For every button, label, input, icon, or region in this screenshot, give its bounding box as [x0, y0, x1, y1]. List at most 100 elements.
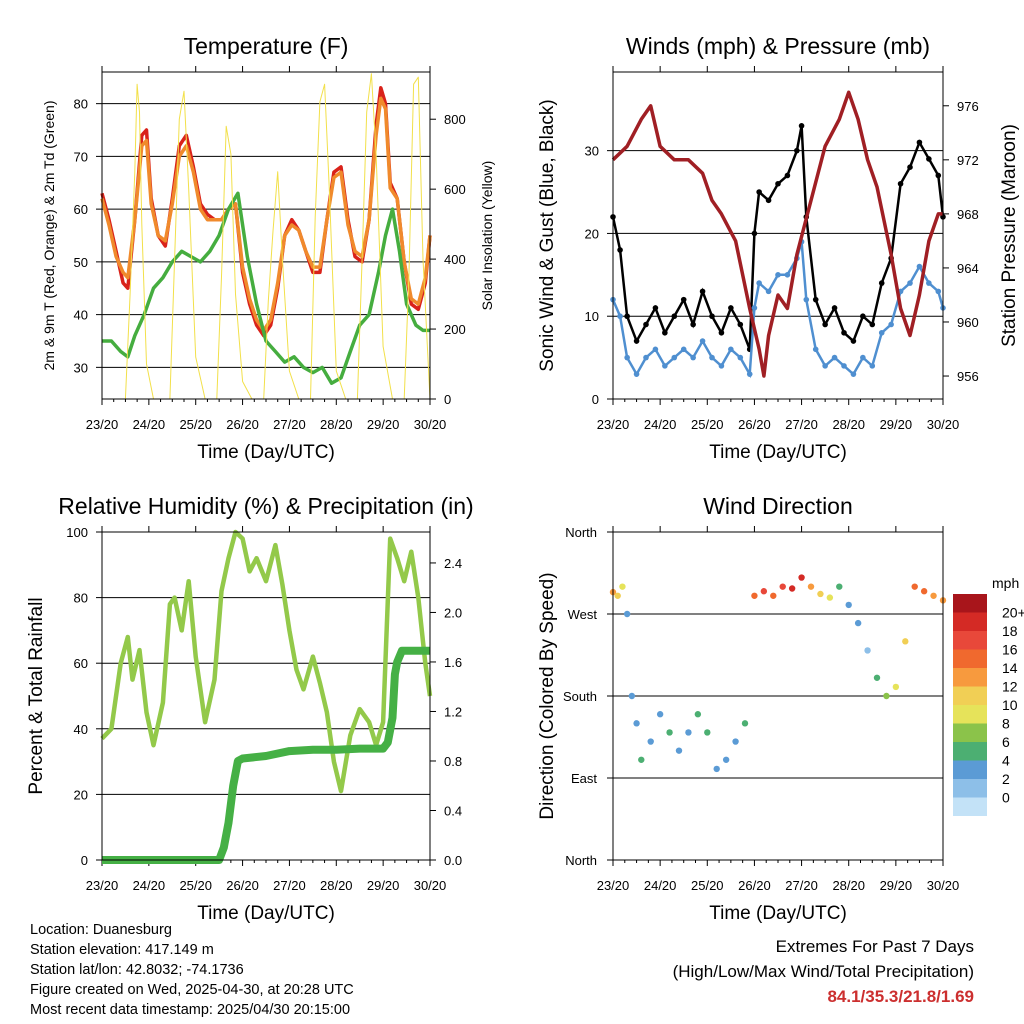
legend-title: mph — [992, 575, 1019, 591]
y-tick-label: 10 — [585, 309, 599, 324]
legend-swatch — [953, 649, 987, 668]
y-axis-label: Sonic Wind & Gust (Blue, Black) — [537, 99, 558, 371]
y2-tick-label: 2.0 — [444, 605, 462, 620]
legend-swatch — [953, 797, 987, 816]
station-elevation: Station elevation: 417.149 m — [30, 942, 214, 958]
legend-swatch — [953, 612, 987, 631]
legend-swatch — [953, 594, 987, 613]
direction-point — [614, 592, 621, 599]
x-tick-label: 25/20 — [179, 417, 212, 432]
direction-point — [647, 738, 654, 745]
y-tick-label: West — [568, 607, 598, 622]
speed-legend: mph 20+ 18 16 14 12 10 8 6 4 2 0 — [953, 575, 1024, 816]
y-tick-label: South — [563, 689, 597, 704]
y-axis-label: Percent & Total Rainfall — [26, 597, 47, 794]
x-axis-label: Time (Day/UTC) — [197, 903, 335, 924]
legend-label: 8 — [1002, 716, 1010, 732]
x-axis-label: Time (Day/UTC) — [197, 442, 335, 463]
wind-series-line — [611, 241, 945, 379]
y-tick-label: 80 — [74, 97, 88, 112]
y-tick-label: 50 — [74, 255, 88, 270]
x-axis-label: Time (Day/UTC) — [709, 442, 847, 463]
chart-title: Wind Direction — [703, 493, 853, 519]
y-tick-label: 40 — [74, 308, 88, 323]
x-tick-label: 29/20 — [880, 878, 913, 893]
legend-swatch — [953, 686, 987, 705]
plot-frame — [101, 531, 431, 861]
legend-swatch — [953, 705, 987, 724]
direction-point — [694, 711, 702, 718]
y2-tick-label: 400 — [444, 252, 466, 267]
y2-axis-label: Station Pressure (Maroon) — [999, 124, 1020, 347]
legend-label: 18 — [1002, 623, 1018, 639]
extremes-values: 84.1/35.3/21.8/1.69 — [827, 987, 974, 1006]
x-tick-label: 27/20 — [785, 417, 818, 432]
y-tick-label: North — [565, 853, 597, 868]
y2-tick-label: 964 — [957, 261, 979, 276]
direction-point — [741, 720, 749, 727]
x-tick-label: 23/20 — [597, 417, 630, 432]
direction-point — [817, 590, 824, 598]
direction-point — [845, 601, 852, 609]
direction-point — [666, 729, 673, 736]
direction-point — [638, 756, 645, 763]
chart-panel-1: Temperature (F)3040506070800200400600800… — [41, 33, 495, 463]
direction-point — [883, 692, 890, 700]
y2-tick-label: 0 — [444, 392, 451, 407]
y2-tick-label: 2.4 — [444, 556, 462, 571]
station-location: Location: Duanesburg — [30, 922, 172, 938]
direction-point — [628, 692, 636, 700]
x-tick-label: 23/20 — [597, 878, 630, 893]
y2-tick-label: 200 — [444, 322, 466, 337]
extremes-title: Extremes For Past 7 Days — [775, 937, 974, 956]
y-tick-label: 30 — [585, 144, 599, 159]
x-tick-label: 27/20 — [785, 878, 818, 893]
y-tick-label: 100 — [66, 525, 88, 540]
y-tick-label: 60 — [74, 656, 88, 671]
direction-point — [788, 585, 796, 592]
y2-tick-label: 968 — [957, 207, 979, 222]
x-tick-label: 26/20 — [738, 417, 771, 432]
direction-point — [656, 711, 664, 718]
station-info: Location: Duanesburg Station elevation: … — [30, 920, 354, 1020]
y-axis-label: 2m & 9m T (Red, Orange) & 2m Td (Green) — [41, 101, 57, 371]
legend-label: 12 — [1002, 679, 1018, 695]
x-tick-label: 25/20 — [179, 878, 212, 893]
x-tick-label: 28/20 — [832, 417, 865, 432]
x-tick-label: 30/20 — [414, 417, 447, 432]
y2-tick-label: 960 — [957, 315, 979, 330]
x-tick-label: 24/20 — [644, 878, 677, 893]
direction-point — [704, 729, 711, 736]
direction-point — [722, 756, 730, 763]
direction-point — [760, 588, 768, 595]
series-line — [102, 191, 430, 385]
x-tick-label: 29/20 — [367, 417, 400, 432]
x-tick-label: 26/20 — [738, 878, 771, 893]
x-tick-label: 27/20 — [273, 417, 306, 432]
x-tick-label: 23/20 — [86, 878, 119, 893]
extremes-summary: Extremes For Past 7 Days (High/Low/Max W… — [673, 934, 974, 1009]
legend-label: 2 — [1002, 771, 1010, 787]
direction-point — [854, 619, 862, 627]
legend-label: 16 — [1002, 642, 1018, 658]
x-tick-label: 30/20 — [927, 417, 960, 432]
y-axis-label: Direction (Colored By Speed) — [537, 572, 558, 819]
y-tick-label: 0 — [81, 853, 88, 868]
x-tick-label: 29/20 — [880, 417, 913, 432]
station-latlon: Station lat/lon: 42.8032; -74.1736 — [30, 962, 244, 978]
direction-point — [798, 574, 805, 581]
direction-point — [892, 683, 900, 691]
recent-timestamp: Most recent data timestamp: 2025/04/30 2… — [30, 1002, 351, 1018]
direction-point — [619, 583, 626, 590]
chart-title: Winds (mph) & Pressure (mb) — [626, 33, 930, 59]
x-tick-label: 27/20 — [273, 878, 306, 893]
direction-point — [751, 592, 758, 599]
y-tick-label: 0 — [592, 392, 599, 407]
y-tick-label: 40 — [74, 722, 88, 737]
y-tick-label: 80 — [74, 591, 88, 606]
plot-frame — [612, 531, 944, 861]
y2-tick-label: 972 — [957, 153, 979, 168]
x-tick-label: 30/20 — [414, 878, 447, 893]
direction-point — [911, 583, 918, 590]
